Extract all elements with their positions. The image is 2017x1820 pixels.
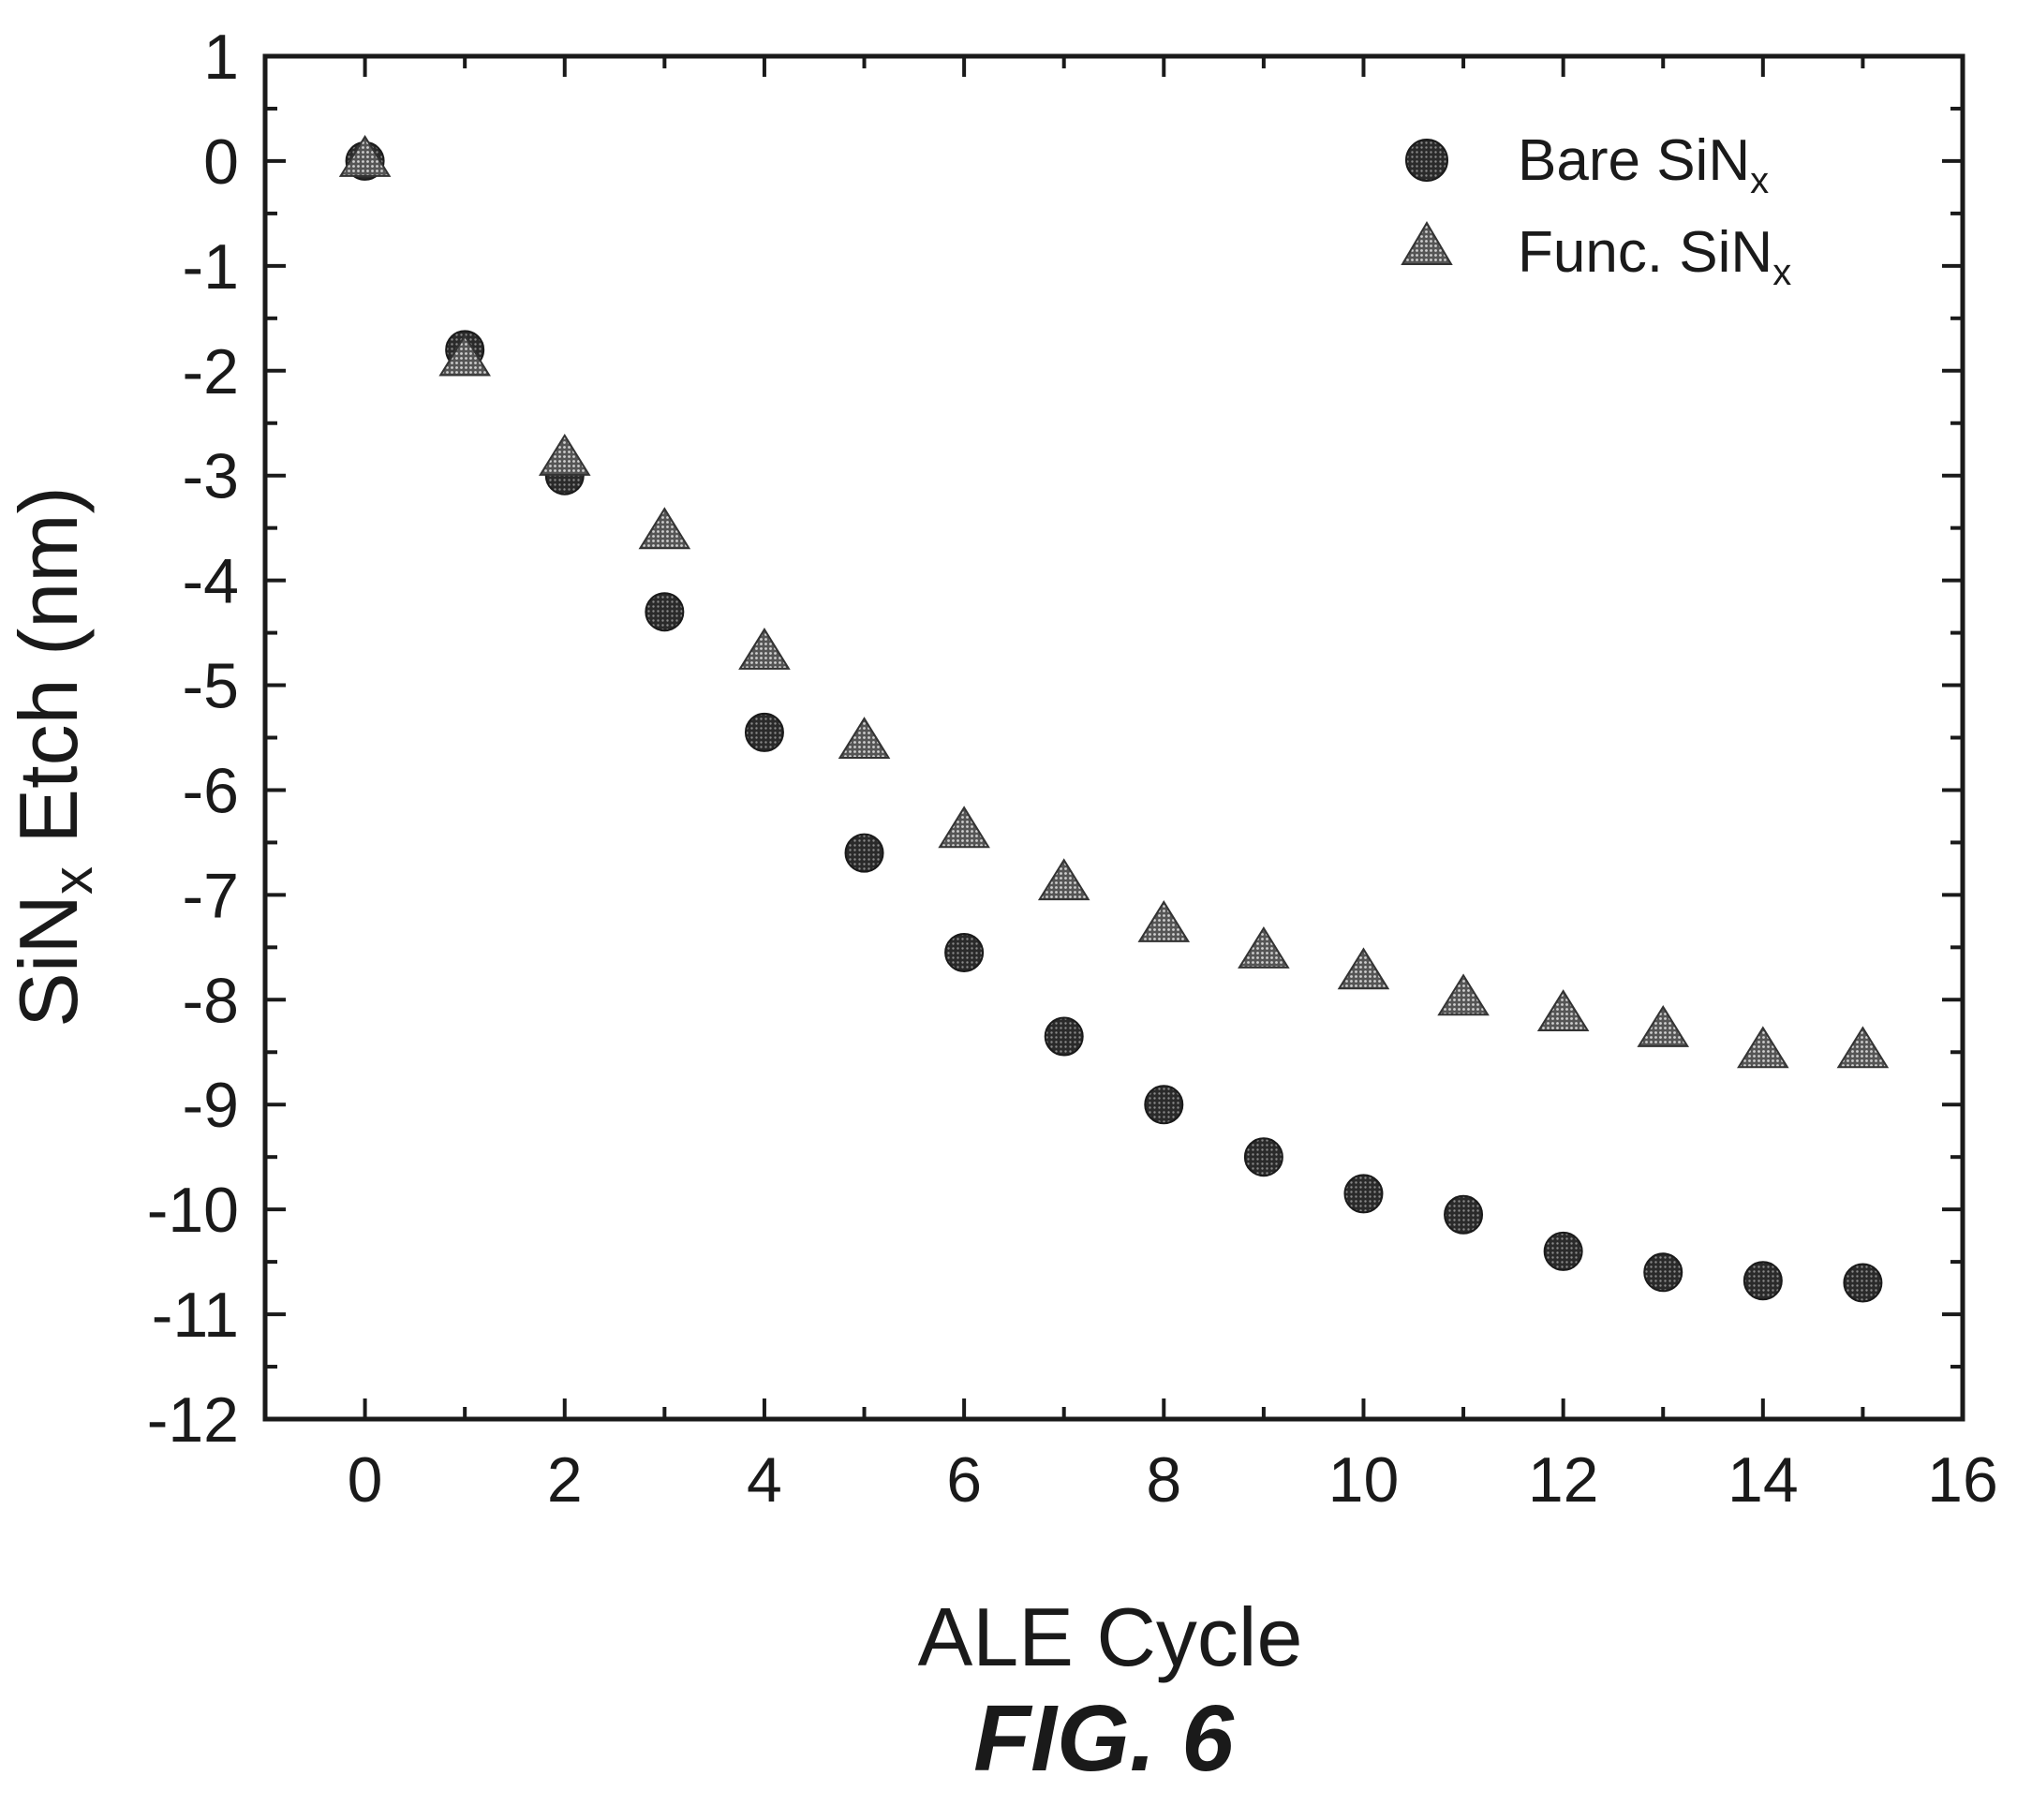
y-axis-title-base: SiN — [2, 895, 95, 1028]
data-point-func — [938, 806, 990, 849]
data-point-bare — [1343, 1174, 1384, 1214]
data-point-bare — [1743, 1261, 1783, 1301]
x-tick-label: 8 — [1146, 1444, 1181, 1516]
y-tick-label: -6 — [183, 755, 239, 826]
data-point-func — [438, 333, 491, 377]
legend-label-func-base: Func. SiN — [1518, 220, 1772, 285]
y-axis-title-subscript: x — [41, 866, 104, 895]
x-tick-label: 6 — [946, 1444, 982, 1516]
data-point-bare — [744, 712, 784, 752]
y-tick-label: -4 — [183, 546, 239, 617]
data-point-func — [1137, 900, 1191, 942]
legend-label-bare-base: Bare SiN — [1518, 128, 1750, 193]
y-tick-label: -2 — [183, 336, 239, 407]
y-axis-title: SiNx Etch (nm) — [2, 486, 104, 1028]
legend-marker-bare — [1405, 139, 1448, 182]
y-axis-ticks: 1 0 -1 -2 -3 -4 -5 -6 -7 -8 -9 -10 -11 -12 — [147, 22, 1963, 1456]
x-axis-title: ALE Cycle — [918, 1591, 1303, 1683]
legend-label-func-subscript: x — [1772, 252, 1791, 293]
data-point-func — [738, 628, 791, 670]
x-tick-label: 16 — [1927, 1444, 1998, 1516]
data-point-bare — [1243, 1137, 1283, 1177]
data-point-bare — [1444, 1194, 1484, 1235]
y-tick-label: -9 — [183, 1070, 239, 1141]
data-point-func — [1737, 1026, 1789, 1069]
y-axis-title-rest: Etch (nm) — [2, 486, 95, 866]
legend-marker-func — [1401, 221, 1453, 265]
x-tick-label: 14 — [1728, 1444, 1799, 1516]
data-point-bare — [944, 932, 985, 972]
data-point-bare — [1843, 1263, 1883, 1303]
data-point-bare — [1044, 1016, 1084, 1057]
x-tick-label: 2 — [547, 1444, 583, 1516]
data-point-func — [1238, 926, 1290, 969]
x-tick-label: 10 — [1328, 1444, 1400, 1516]
data-point-func — [1337, 947, 1390, 990]
x-axis-ticks: 0 2 4 6 8 10 12 14 16 — [263, 56, 1998, 1516]
y-tick-label: -3 — [183, 441, 239, 512]
y-tick-label: 0 — [203, 126, 239, 198]
data-point-func — [838, 717, 891, 760]
data-point-bare — [1144, 1085, 1184, 1125]
legend-label-func: Func. SiNx — [1518, 220, 1791, 293]
data-point-func — [1637, 1004, 1690, 1047]
data-point-func — [1437, 973, 1490, 1016]
data-point-bare — [645, 592, 685, 632]
y-tick-label: -10 — [147, 1175, 239, 1246]
y-tick-label: -12 — [147, 1384, 239, 1456]
y-tick-label: 1 — [203, 22, 239, 93]
y-tick-label: -11 — [152, 1280, 239, 1351]
data-point-func — [1037, 858, 1090, 901]
data-point-func — [1836, 1026, 1890, 1069]
x-tick-label: 0 — [348, 1444, 383, 1516]
y-tick-label: -8 — [183, 965, 239, 1036]
data-point-bare — [844, 833, 884, 873]
data-point-func — [638, 507, 691, 550]
legend-label-bare-subscript: x — [1750, 160, 1769, 201]
x-tick-label: 12 — [1528, 1444, 1599, 1516]
figure-label: FIG. 6 — [973, 1686, 1235, 1791]
y-tick-label: -1 — [183, 231, 239, 303]
legend: Bare SiNx Func. SiNx — [1401, 128, 1791, 293]
data-marks — [338, 134, 1890, 1303]
x-tick-label: 4 — [747, 1444, 782, 1516]
data-point-func — [338, 134, 392, 177]
y-tick-label: -5 — [183, 651, 239, 722]
data-point-func — [538, 433, 591, 476]
legend-label-bare: Bare SiNx — [1518, 128, 1769, 201]
data-point-bare — [1643, 1252, 1683, 1293]
data-point-func — [1536, 989, 1590, 1032]
y-tick-label: -7 — [183, 860, 239, 931]
data-point-bare — [1543, 1231, 1583, 1271]
